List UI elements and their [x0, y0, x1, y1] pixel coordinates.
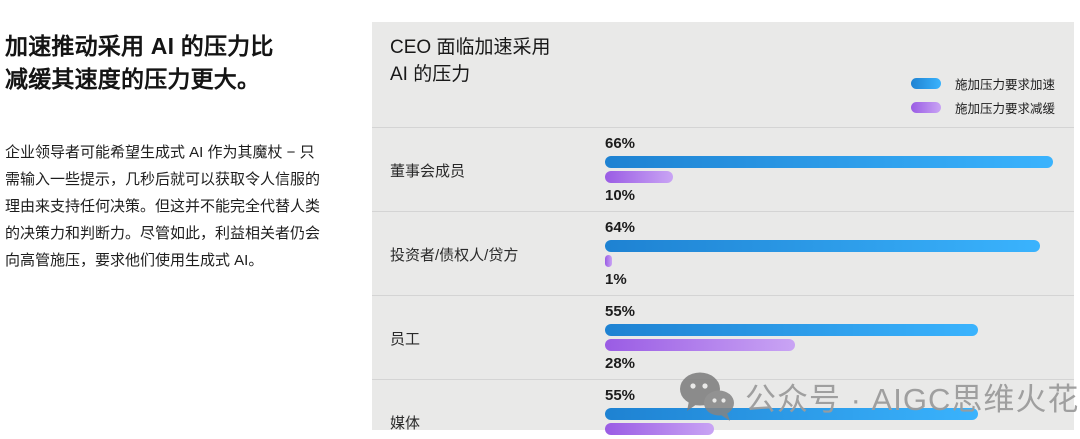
bars-group: 55% 28%: [605, 303, 1055, 373]
chart-header: CEO 面临加速采用 AI 的压力 施加压力要求加速 施加压力要求减缓: [372, 22, 1074, 127]
accelerate-value-label: 64%: [605, 219, 636, 236]
chart-legend: 施加压力要求加速 施加压力要求减缓: [910, 34, 1055, 127]
chart-rows: 董事会成员 66% 10% 投资者/债权人/贷方 64% 1% 员工 55% 28% 媒体 55%1…: [372, 127, 1074, 439]
category-label: 投资者/债权人/贷方: [390, 246, 519, 264]
accelerate-bar: [605, 156, 1053, 168]
decelerate-bar: [605, 423, 714, 435]
page-title-line2: 减缓其速度的压力更大。: [5, 66, 261, 92]
decelerate-value-label: 28%: [605, 355, 636, 372]
legend-swatch-icon: [910, 102, 941, 113]
page-title: 加速推动采用 AI 的压力比 减缓其速度的压力更大。: [5, 30, 323, 96]
bars-group: 66% 10%: [605, 135, 1055, 205]
decelerate-bar: [605, 171, 673, 183]
chart-row-0: 董事会成员 66% 10%: [372, 127, 1074, 211]
page-title-line1: 加速推动采用 AI 的压力比: [5, 33, 274, 59]
decelerate-value-label: 10%: [605, 187, 636, 204]
legend-item-1: 施加压力要求减缓: [910, 98, 1055, 117]
chart-title-line2: AI 的压力: [390, 64, 471, 85]
legend-label: 施加压力要求减缓: [954, 102, 1055, 116]
left-text-column: 加速推动采用 AI 的压力比 减缓其速度的压力更大。 企业领导者可能希望生成式 …: [5, 30, 323, 274]
legend-swatch-icon: [910, 78, 941, 89]
accelerate-value-label: 55%: [605, 303, 636, 320]
accelerate-value-label: 66%: [605, 135, 636, 152]
accelerate-value-label: 55%: [605, 387, 636, 404]
bars-group: 64% 1%: [605, 219, 1055, 289]
bars-group: 55%16%: [605, 387, 1055, 439]
intro-paragraph: 企业领导者可能希望生成式 AI 作为其魔杖 − 只需输入一些提示，几秒后就可以获…: [5, 144, 321, 269]
category-label: 董事会成员: [390, 162, 466, 180]
accelerate-bar: [605, 324, 978, 336]
decelerate-bar: [605, 255, 612, 267]
chart-row-2: 员工 55% 28%: [372, 295, 1074, 379]
legend-label: 施加压力要求加速: [954, 78, 1055, 92]
category-label: 媒体: [390, 414, 421, 432]
accelerate-bar: [605, 240, 1040, 252]
accelerate-bar: [605, 408, 978, 420]
chart-row-1: 投资者/债权人/贷方 64% 1%: [372, 211, 1074, 295]
decelerate-bar: [605, 339, 795, 351]
chart-panel: CEO 面临加速采用 AI 的压力 施加压力要求加速 施加压力要求减缓 董事会成员…: [372, 22, 1078, 435]
chart-row-3: 媒体 55%16%: [372, 379, 1074, 439]
decelerate-value-label: 1%: [605, 271, 627, 288]
chart-title-line1: CEO 面临加速采用: [390, 37, 551, 58]
legend-item-0: 施加压力要求加速: [910, 74, 1055, 93]
category-label: 员工: [390, 330, 421, 348]
chart-title: CEO 面临加速采用 AI 的压力: [390, 34, 550, 127]
